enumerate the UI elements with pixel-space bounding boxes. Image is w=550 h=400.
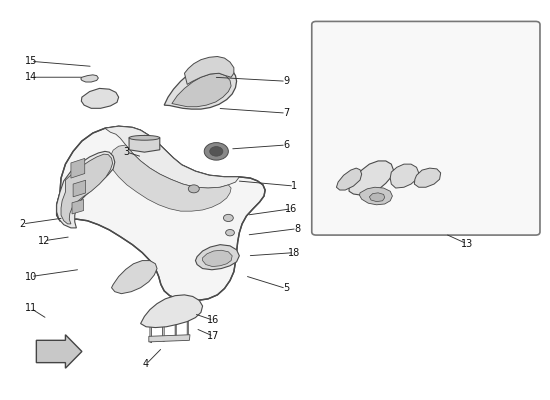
- Text: 2: 2: [19, 219, 26, 229]
- Ellipse shape: [129, 136, 160, 140]
- Text: 12: 12: [39, 236, 51, 246]
- Text: 17: 17: [207, 331, 220, 341]
- Polygon shape: [202, 250, 232, 266]
- Polygon shape: [164, 64, 236, 109]
- Polygon shape: [175, 320, 176, 340]
- Polygon shape: [111, 145, 231, 211]
- Polygon shape: [129, 136, 160, 152]
- Polygon shape: [414, 168, 441, 187]
- Circle shape: [188, 185, 199, 193]
- Polygon shape: [149, 335, 190, 342]
- Text: 8: 8: [294, 224, 300, 234]
- Text: 9: 9: [283, 76, 289, 86]
- Text: 13: 13: [461, 239, 473, 249]
- Polygon shape: [390, 164, 419, 188]
- Text: 4: 4: [143, 359, 149, 369]
- Text: 1: 1: [291, 181, 297, 191]
- Circle shape: [223, 214, 233, 222]
- Polygon shape: [72, 200, 84, 214]
- Polygon shape: [187, 319, 188, 339]
- Polygon shape: [61, 154, 113, 224]
- Polygon shape: [105, 126, 239, 188]
- Polygon shape: [81, 75, 98, 82]
- Text: 3: 3: [124, 147, 130, 157]
- Text: 18: 18: [288, 248, 300, 258]
- Circle shape: [204, 143, 228, 160]
- Polygon shape: [195, 245, 239, 270]
- Text: 7: 7: [283, 108, 289, 118]
- Polygon shape: [370, 193, 384, 202]
- Polygon shape: [81, 88, 119, 108]
- Circle shape: [210, 146, 223, 156]
- Polygon shape: [349, 161, 393, 195]
- Polygon shape: [184, 56, 234, 84]
- Polygon shape: [57, 151, 115, 228]
- FancyBboxPatch shape: [312, 22, 540, 235]
- Text: 11: 11: [25, 304, 37, 314]
- Polygon shape: [73, 180, 86, 197]
- Polygon shape: [141, 295, 202, 328]
- Polygon shape: [150, 324, 152, 343]
- Polygon shape: [337, 168, 362, 190]
- Circle shape: [226, 230, 234, 236]
- Polygon shape: [71, 158, 85, 178]
- Text: 5: 5: [283, 284, 289, 294]
- Text: 16: 16: [285, 204, 298, 214]
- Polygon shape: [112, 260, 157, 294]
- Text: 10: 10: [25, 272, 37, 282]
- Text: 15: 15: [25, 56, 37, 66]
- Polygon shape: [172, 73, 231, 107]
- Text: 6: 6: [283, 140, 289, 150]
- Polygon shape: [36, 335, 82, 368]
- Polygon shape: [163, 322, 164, 342]
- Text: 16: 16: [207, 315, 219, 325]
- Polygon shape: [57, 126, 265, 300]
- Text: 14: 14: [25, 72, 37, 82]
- Polygon shape: [360, 187, 392, 205]
